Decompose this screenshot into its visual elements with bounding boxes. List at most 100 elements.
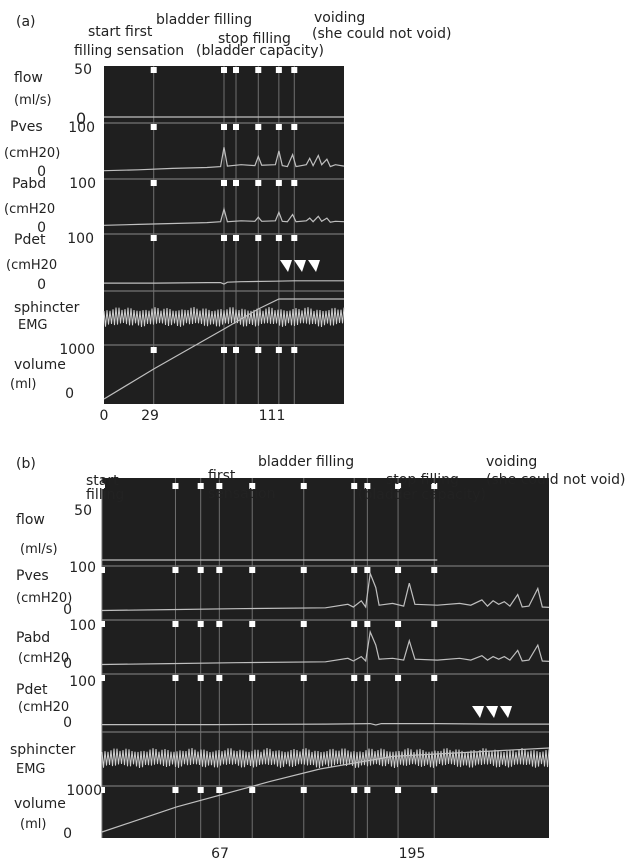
- track-label: volume: [14, 357, 66, 373]
- event-annotation: (she could not void): [312, 26, 452, 42]
- event-marker: [216, 567, 223, 573]
- y-tick-top: 100: [69, 176, 96, 192]
- y-tick-bottom: 0: [37, 220, 46, 236]
- y-tick-top: 100: [69, 560, 96, 576]
- event-marker: [300, 621, 307, 627]
- event-marker: [255, 235, 262, 241]
- event-marker: [351, 621, 358, 627]
- event-marker: [351, 787, 358, 793]
- event-marker: [221, 235, 227, 241]
- event-marker: [431, 567, 438, 573]
- event-marker: [275, 235, 282, 241]
- track-label: Pves: [16, 568, 49, 584]
- pabd-trace: [103, 206, 345, 226]
- event-marker: [255, 180, 262, 186]
- event-marker: [300, 675, 307, 681]
- x-tick-label: 195: [399, 846, 426, 861]
- event-annotation: stop filling: [218, 31, 291, 47]
- event-annotation: start: [86, 473, 119, 489]
- event-marker: [431, 787, 438, 793]
- event-marker: [275, 180, 282, 186]
- y-tick-bottom: 0: [63, 656, 72, 672]
- event-marker: [249, 621, 256, 627]
- event-marker: [233, 67, 239, 73]
- event-marker: [221, 347, 227, 353]
- arrowhead-marker: [280, 260, 292, 272]
- pabd-trace: [101, 629, 550, 666]
- event-marker: [150, 67, 157, 73]
- track-unit: (ml/s): [20, 542, 58, 557]
- arrowhead-marker: [486, 706, 498, 718]
- plot-area: [102, 478, 549, 838]
- event-marker: [395, 621, 402, 627]
- y-tick-bottom: 0: [63, 826, 72, 842]
- overlay-label: 0: [76, 109, 86, 128]
- event-marker: [221, 67, 227, 73]
- y-tick-top: 50: [74, 62, 92, 78]
- event-marker: [99, 787, 105, 793]
- event-marker: [395, 483, 402, 489]
- event-marker: [291, 180, 298, 186]
- y-tick-bottom: 0: [65, 386, 74, 402]
- event-annotation: (bladder capacity): [196, 43, 324, 59]
- track-label: flow: [14, 70, 43, 86]
- event-marker: [351, 675, 358, 681]
- event-marker: [233, 347, 239, 353]
- y-tick-bottom: 0: [37, 164, 46, 180]
- emg-trace: [101, 747, 550, 769]
- track-unit: (cmH20: [6, 258, 57, 273]
- event-annotation: (she could not void): [486, 472, 626, 488]
- x-tick-label: 111: [259, 408, 286, 424]
- event-marker: [351, 483, 358, 489]
- event-annotation: bladder filling: [156, 12, 252, 28]
- event-annotation: filling: [86, 487, 124, 503]
- event-marker: [172, 787, 179, 793]
- event-marker: [197, 787, 204, 793]
- event-annotation: start first: [88, 24, 153, 40]
- track-label: Pdet: [14, 232, 46, 248]
- volume-trace: [101, 747, 550, 833]
- event-marker: [233, 235, 239, 241]
- track-unit: (cmH20): [4, 146, 60, 161]
- event-marker: [395, 787, 402, 793]
- event-marker: [99, 567, 105, 573]
- event-marker: [291, 347, 298, 353]
- y-tick-top: 100: [69, 674, 96, 690]
- pves-trace: [103, 147, 345, 172]
- emg-trace: [103, 307, 345, 327]
- track-label: Pdet: [16, 682, 48, 698]
- event-marker: [291, 235, 298, 241]
- event-marker: [216, 483, 223, 489]
- y-tick-top: 1000: [59, 342, 95, 358]
- event-marker: [275, 347, 282, 353]
- track-unit: (ml): [10, 377, 36, 392]
- event-marker: [172, 675, 179, 681]
- event-marker: [216, 787, 223, 793]
- y-tick-top: 100: [69, 618, 96, 634]
- event-marker: [431, 675, 438, 681]
- event-marker: [216, 621, 223, 627]
- event-marker: [364, 787, 371, 793]
- y-tick-top: 1000: [66, 783, 102, 799]
- event-marker: [255, 67, 262, 73]
- y-tick-bottom: 0: [37, 277, 46, 293]
- arrowhead-marker: [294, 260, 306, 272]
- panel-label: (a): [16, 14, 36, 30]
- pdet-trace: [104, 280, 344, 285]
- arrowhead-marker: [500, 706, 512, 718]
- event-marker: [233, 124, 239, 130]
- panel-label: (b): [16, 456, 36, 472]
- event-marker: [364, 675, 371, 681]
- event-marker: [364, 567, 371, 573]
- track-label: Pabd: [12, 176, 46, 192]
- event-marker: [99, 483, 105, 489]
- y-tick-top: 100: [68, 120, 95, 136]
- event-marker: [395, 675, 402, 681]
- event-annotation: voiding: [314, 10, 365, 26]
- track-unit: EMG: [18, 318, 48, 333]
- event-marker: [431, 483, 438, 489]
- event-annotation: sensation: [208, 486, 275, 502]
- event-marker: [255, 347, 262, 353]
- event-marker: [249, 483, 256, 489]
